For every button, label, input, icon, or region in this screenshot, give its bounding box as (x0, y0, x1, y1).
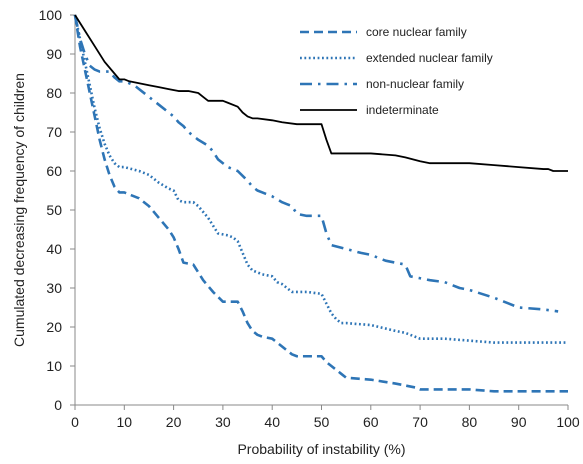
x-tick-label: 50 (314, 414, 330, 430)
legend-label-4: indeterminate (366, 103, 439, 117)
x-tick-label: 0 (71, 414, 79, 430)
y-tick-label: 90 (46, 46, 62, 62)
x-tick-label: 90 (511, 414, 527, 430)
x-tick-label: 40 (264, 414, 280, 430)
y-axis-title: Cumulated decreasing frequency of childr… (11, 73, 27, 347)
x-tick-label: 80 (462, 414, 478, 430)
axes: 0 10 20 30 40 50 60 70 80 90 100 0 10 20 30 40 50 60 70 80 9… (11, 7, 580, 457)
x-tick-label: 30 (215, 414, 231, 430)
y-tick-label: 70 (46, 124, 62, 140)
y-tick-label: 30 (46, 280, 62, 296)
legend-label-1: core nuclear family (366, 25, 467, 39)
y-tick-label: 10 (46, 358, 62, 374)
y-tick-label: 0 (54, 397, 62, 413)
series-line-1 (73, 14, 568, 393)
x-axis-title: Probability of instability (%) (237, 441, 405, 457)
x-tick-label: 10 (117, 414, 133, 430)
series-layer (73, 14, 568, 393)
y-tick-label: 50 (46, 202, 62, 218)
x-tick-label: 20 (166, 414, 182, 430)
series-line-4 (74, 14, 568, 172)
series-line-3 (73, 14, 559, 313)
y-tick-label: 80 (46, 85, 62, 101)
x-tick-label: 100 (556, 414, 580, 430)
legend-label-3: non-nuclear family (366, 77, 464, 91)
legend: core nuclear family extended nuclear fami… (300, 25, 493, 117)
y-tick-label: 60 (46, 163, 62, 179)
series-line-2 (73, 14, 568, 344)
x-tick-label: 70 (412, 414, 428, 430)
y-tick-label: 20 (46, 319, 62, 335)
y-tick-label: 40 (46, 241, 62, 257)
y-tick-label: 100 (39, 7, 63, 23)
legend-label-2: extended nuclear family (366, 51, 493, 65)
x-tick-label: 60 (363, 414, 379, 430)
